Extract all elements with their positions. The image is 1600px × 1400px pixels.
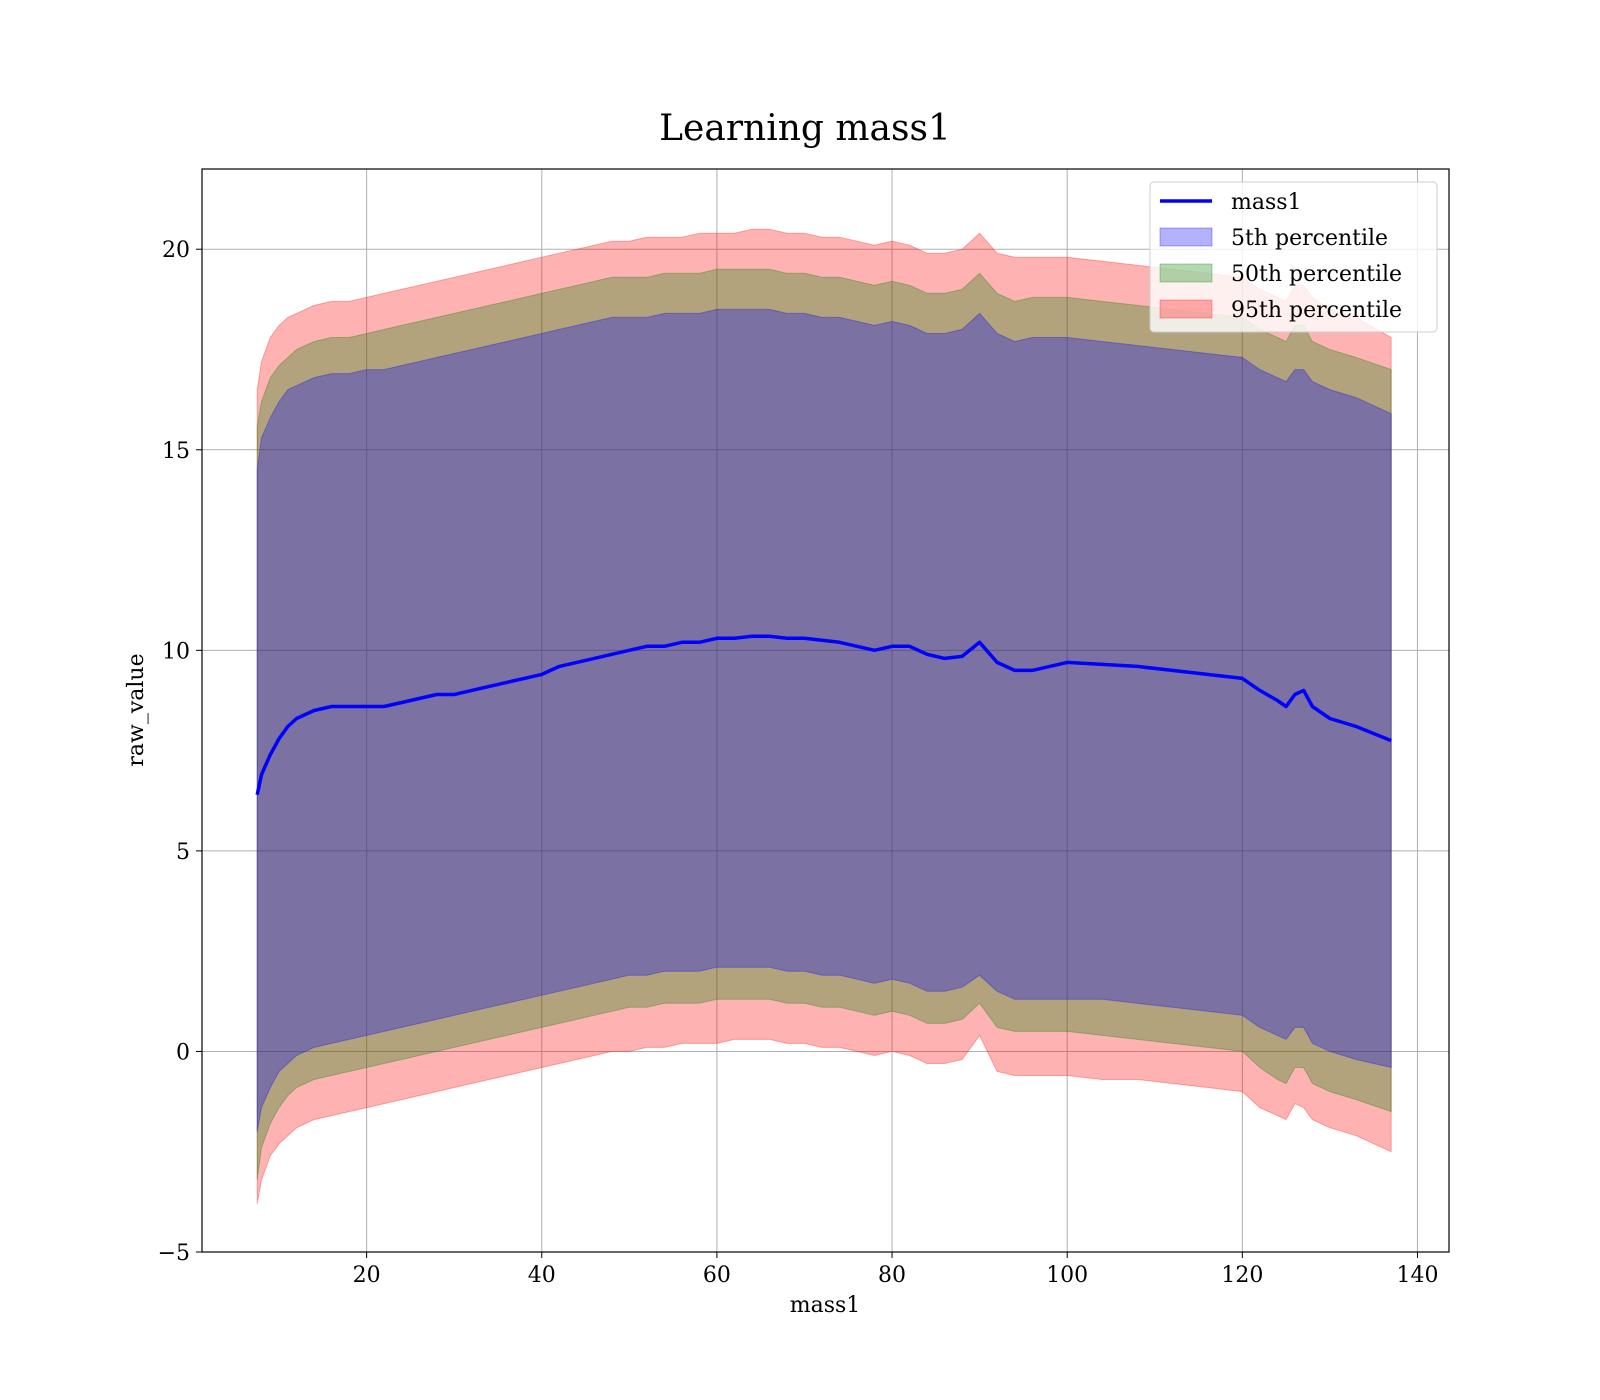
y-tick-label: 0 xyxy=(176,1040,190,1065)
x-tick-label: 40 xyxy=(528,1263,556,1288)
series-mass1-line xyxy=(255,634,1392,796)
x-tick-label: 100 xyxy=(1046,1263,1088,1288)
y-tick-label: 20 xyxy=(162,238,190,263)
x-tick-label: 20 xyxy=(353,1263,381,1288)
x-tick-label: 120 xyxy=(1221,1263,1263,1288)
y-tick-label: 15 xyxy=(162,439,190,464)
y-tick-label: 5 xyxy=(176,840,190,865)
axis-ticks: 20 40 60 80 100 120 140 −5 0 5 10 15 20 xyxy=(158,238,1439,1288)
x-axis-label: mass1 xyxy=(790,1293,861,1318)
legend-5th-swatch xyxy=(1159,227,1213,247)
legend-box xyxy=(1149,181,1438,333)
legend-95th-swatch xyxy=(1159,299,1213,319)
legend: mass1 5th percentile 50th percentile 95t… xyxy=(1149,181,1438,333)
x-tick-label: 140 xyxy=(1396,1263,1438,1288)
band-50th-percentile xyxy=(256,268,1392,1180)
y-axis-label: raw_value xyxy=(124,653,149,766)
mass1-line-layer xyxy=(255,634,1392,796)
legend-mass1-label: mass1 xyxy=(1231,190,1302,215)
legend-50th-swatch xyxy=(1159,263,1213,283)
y-tick-label: −5 xyxy=(158,1241,190,1266)
chart-title: Learning mass1 xyxy=(659,108,951,149)
x-tick-label: 80 xyxy=(878,1263,906,1288)
x-tick-label: 60 xyxy=(703,1263,731,1288)
y-tick-label: 10 xyxy=(162,639,190,664)
band-5th-percentile xyxy=(256,308,1392,1132)
percentile-bands xyxy=(256,228,1392,1204)
legend-95th-label: 95th percentile xyxy=(1231,298,1402,323)
legend-50th-label: 50th percentile xyxy=(1231,262,1402,287)
plot-frame xyxy=(201,168,1450,1253)
legend-5th-label: 5th percentile xyxy=(1231,226,1388,251)
band-95th-percentile xyxy=(256,228,1392,1204)
